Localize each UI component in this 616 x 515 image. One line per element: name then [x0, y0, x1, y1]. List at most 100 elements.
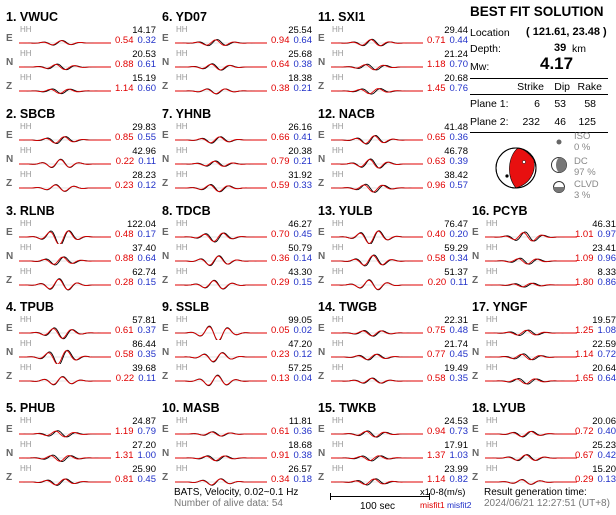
amplitude-value: 23.99: [444, 464, 468, 475]
component-label: E: [6, 424, 13, 435]
channel-label: HH: [176, 25, 188, 34]
misfit-legend: misfit1 misfit2: [420, 500, 472, 510]
misfit2-value: 0.34: [449, 253, 469, 264]
component-row: E HH 26.16 0.66 0.41: [162, 122, 312, 147]
component-label: E: [318, 323, 325, 334]
component-label: Z: [6, 472, 13, 483]
time-scale-label: 100 sec: [360, 501, 396, 512]
beachball-icon: [495, 147, 537, 189]
synthetic-waveform: [331, 39, 423, 47]
channel-label: HH: [20, 243, 32, 252]
plane1-rake: 58: [584, 98, 596, 110]
misfit1-value: 0.38: [271, 83, 290, 94]
amplitude-value: 25.90: [132, 464, 156, 475]
misfit2-value: 0.39: [449, 156, 469, 167]
component-row: Z HH 15.20 0.29 0.13: [472, 464, 616, 489]
component-row: Z HH 26.57 0.34 0.18: [162, 464, 312, 489]
station-title: 14. TWGB: [318, 300, 378, 314]
component-row: Z HH 8.33 1.80 0.86: [472, 267, 616, 292]
amplitude-value: 19.57: [592, 315, 616, 326]
misfit2-value: 0.38: [293, 450, 313, 461]
misfit1-value: 0.48: [115, 229, 134, 240]
misfit1-value: 0.79: [271, 156, 290, 167]
amplitude-value: 21.24: [444, 49, 468, 60]
component-label: Z: [472, 472, 479, 483]
misfit2-value: 0.02: [293, 325, 313, 336]
misfit2-value: 0.45: [137, 474, 157, 485]
amplitude-value: 22.31: [444, 315, 468, 326]
component-row: N HH 22.59 1.14 0.72: [472, 339, 616, 364]
component-row: Z HH 25.90 0.81 0.45: [6, 464, 156, 489]
waveform-trace: [175, 160, 267, 167]
component-row: E HH 29.83 0.85 0.55: [6, 122, 156, 147]
amplitude-value: 20.06: [592, 416, 616, 427]
misfit-values: 0.29 0.13: [575, 474, 616, 485]
station-title: 5. PHUB: [6, 401, 56, 415]
channel-label: HH: [332, 267, 344, 276]
amplitude-value: 39.68: [132, 363, 156, 374]
amplitude-value: 15.20: [592, 464, 616, 475]
synthetic-waveform: [331, 88, 423, 95]
misfit2-value: 0.64: [597, 373, 616, 384]
waveform-trace: [19, 349, 111, 364]
channel-label: HH: [176, 122, 188, 131]
component-label: Z: [6, 275, 13, 286]
misfit2-value: 0.48: [449, 325, 469, 336]
misfit1-value: 0.75: [427, 325, 446, 336]
station-title: 8. TDCB: [162, 204, 211, 218]
amplitude-value: 23.41: [592, 243, 616, 254]
misfit-values: 0.63 0.39: [427, 156, 468, 167]
synthetic-waveform: [331, 455, 423, 461]
misfit-values: 0.34 0.18: [271, 474, 312, 485]
station-title: 18. LYUB: [472, 401, 526, 415]
misfit2-value: 0.61: [137, 59, 157, 70]
misfit-values: 1.14 0.60: [115, 83, 156, 94]
synthetic-waveform: [331, 430, 423, 438]
component-row: N HH 17.91 1.37 1.03: [318, 440, 468, 465]
component-label: E: [6, 130, 13, 141]
component-label: E: [6, 227, 13, 238]
component-row: Z HH 57.25 0.13 0.04: [162, 363, 312, 388]
misfit-values: 0.70 0.45: [271, 229, 312, 240]
misfit1-value: 1.37: [427, 450, 446, 461]
misfit-values: 0.64 0.38: [271, 59, 312, 70]
misfit-values: 0.05 0.02: [271, 325, 312, 336]
misfit1-value: 0.58: [115, 349, 134, 360]
divider: [470, 94, 608, 95]
synthetic-waveform: [175, 326, 267, 340]
channel-label: HH: [20, 315, 32, 324]
component-row: Z HH 23.99 1.14 0.82: [318, 464, 468, 489]
channel-label: HH: [20, 49, 32, 58]
misfit1-value: 1.14: [115, 83, 134, 94]
waveform-trace: [19, 256, 111, 266]
amplitude-value: 62.74: [132, 267, 156, 278]
misfit1-value: 1.01: [575, 229, 594, 240]
amplitude-value: 50.79: [288, 243, 312, 254]
channel-label: HH: [20, 267, 32, 276]
channel-label: HH: [176, 315, 188, 324]
channel-label: HH: [486, 440, 498, 449]
component-row: N HH 37.40 0.88 0.64: [6, 243, 156, 268]
waveform-trace: [485, 430, 577, 438]
waveform-trace: [485, 329, 577, 336]
misfit2-value: 0.76: [449, 83, 469, 94]
misfit-values: 0.81 0.45: [115, 474, 156, 485]
misfit2-value: 0.12: [293, 349, 313, 360]
misfit1-value: 0.23: [115, 180, 134, 191]
waveform-trace: [331, 254, 423, 267]
component-label: N: [318, 251, 326, 262]
misfit-values: 0.71 0.44: [427, 35, 468, 46]
component-label: Z: [318, 81, 325, 92]
waveform-trace: [331, 38, 423, 47]
synthetic-waveform: [175, 88, 267, 95]
waveform-trace: [19, 39, 111, 46]
misfit2-value: 0.21: [293, 83, 313, 94]
component-row: N HH 21.74 0.77 0.45: [318, 339, 468, 364]
synthetic-waveform: [331, 255, 423, 266]
misfit-values: 0.48 0.17: [115, 229, 156, 240]
channel-label: HH: [332, 122, 344, 131]
component-label: N: [318, 448, 326, 459]
waveform-trace: [331, 135, 423, 145]
channel-label: HH: [486, 464, 498, 473]
component-row: Z HH 28.23 0.23 0.12: [6, 170, 156, 195]
